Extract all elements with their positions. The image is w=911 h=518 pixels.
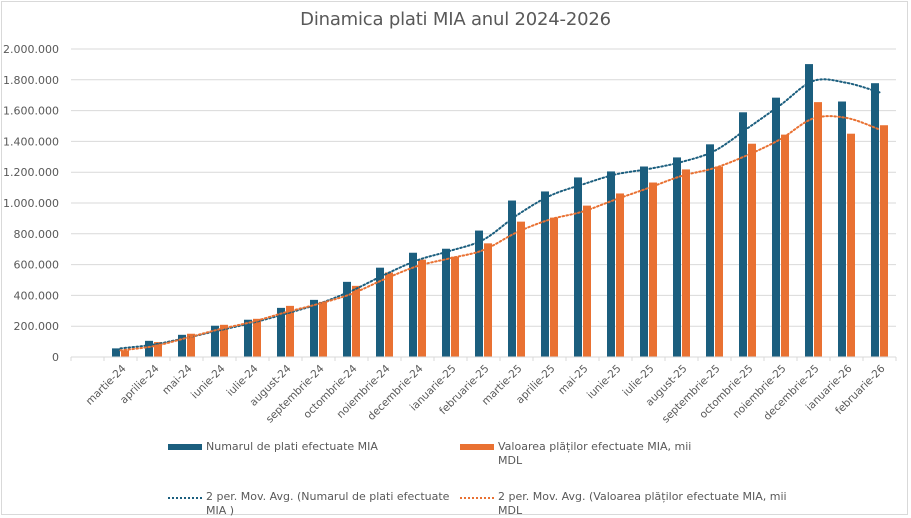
bar-value: [121, 350, 129, 357]
y-tick-label: 1.800.000: [3, 74, 59, 87]
bar-count: [805, 64, 813, 357]
bar-count: [508, 200, 516, 357]
trendline-value: [119, 115, 881, 352]
bars: [112, 64, 888, 358]
bar-value: [286, 305, 294, 357]
bar-count: [277, 307, 285, 357]
bar-value: [583, 205, 591, 357]
bar-count: [772, 97, 780, 357]
y-tick-label: 0: [52, 351, 59, 364]
trendline-count: [119, 78, 881, 350]
bar-value: [880, 125, 888, 357]
bar-count: [211, 325, 219, 357]
y-tick-label: 1.000.000: [3, 197, 59, 210]
legend-item-series-value[interactable]: Valoarea plăților efectuate MIA, mii MDL: [460, 440, 718, 468]
bar-count: [838, 101, 846, 357]
bar-value: [484, 243, 492, 357]
bar-value: [187, 333, 195, 357]
legend-label: 2 per. Mov. Avg. (Numarul de plati efect…: [206, 490, 450, 517]
bar-value: [847, 133, 855, 357]
legend-swatch-bar-icon: [168, 444, 202, 450]
legend-swatch-dotted-line-icon: [460, 497, 494, 499]
bar-count: [739, 112, 747, 357]
legend-label: 2 per. Mov. Avg. (Valoarea plăților efec…: [498, 490, 787, 517]
bar-value: [649, 182, 657, 357]
bar-value: [253, 318, 261, 357]
x-tick-label: iunie-25: [585, 363, 624, 402]
legend-item-series-count[interactable]: Numarul de plati efectuate MIA: [168, 440, 496, 454]
y-tick-label: 800.000: [14, 228, 60, 241]
bar-value: [451, 256, 459, 357]
legend-swatch-bar-icon: [460, 444, 494, 450]
trendlines: [119, 78, 881, 352]
x-axis: martie-24aprilie-24mai-24iunie-24iulie-2…: [70, 356, 897, 426]
bar-count: [145, 340, 153, 357]
bar-count: [640, 166, 648, 357]
plot-area: 0 200.000 400.000 600.000 800.000 1.000.000 1.…: [3, 43, 897, 426]
bar-count: [376, 267, 384, 357]
bar-value: [781, 134, 789, 357]
y-tick-label: 1.400.000: [3, 135, 59, 148]
bar-count: [442, 248, 450, 357]
bar-value: [319, 301, 327, 357]
bar-value: [418, 259, 426, 357]
y-tick-label: 1.600.000: [3, 105, 59, 118]
legend-item-trend-count[interactable]: 2 per. Mov. Avg. (Numarul de plati efect…: [168, 490, 466, 518]
bar-value: [352, 285, 360, 357]
bar-value: [682, 169, 690, 357]
bar-value: [385, 272, 393, 357]
bar-count: [541, 191, 549, 357]
bar-value: [550, 217, 558, 357]
bar-count: [244, 319, 252, 357]
legend-item-trend-value[interactable]: 2 per. Mov. Avg. (Valoarea plăților efec…: [460, 490, 798, 518]
legend-label: Valoarea plăților efectuate MIA, mii MDL: [498, 440, 692, 467]
y-tick-label: 1.200.000: [3, 166, 59, 179]
bar-value: [616, 193, 624, 357]
bar-count: [706, 144, 714, 357]
bar-count: [475, 230, 483, 357]
gridlines: [71, 48, 896, 327]
y-tick-label: 400.000: [14, 289, 60, 302]
bar-value: [154, 342, 162, 357]
bar-value: [220, 324, 228, 357]
y-axis-ticks: 0 200.000 400.000 600.000 800.000 1.000.000 1.…: [3, 43, 59, 364]
bar-count: [673, 157, 681, 357]
bar-count: [310, 299, 318, 357]
bar-value: [715, 166, 723, 357]
x-tick-label: iunie-24: [189, 362, 228, 401]
bar-count: [178, 334, 186, 357]
y-tick-label: 200.000: [14, 320, 60, 333]
legend-label: Numarul de plati efectuate MIA: [206, 440, 378, 453]
bar-count: [409, 252, 417, 357]
legend-swatch-dotted-line-icon: [168, 497, 202, 499]
x-tick-label: septembrie-25: [660, 363, 723, 426]
y-tick-label: 2.000.000: [3, 43, 59, 56]
bar-value: [814, 102, 822, 357]
chart-title: Dinamica plati MIA anul 2024-2026: [300, 9, 611, 30]
bar-count: [343, 281, 351, 357]
bar-count: [112, 348, 120, 357]
y-tick-label: 600.000: [14, 259, 60, 272]
bar-count: [574, 177, 582, 357]
bar-value: [748, 143, 756, 357]
x-tick-label: septembrie-24: [264, 362, 327, 425]
bar-count: [871, 83, 879, 358]
bar-value: [517, 221, 525, 357]
bar-count: [607, 171, 615, 357]
